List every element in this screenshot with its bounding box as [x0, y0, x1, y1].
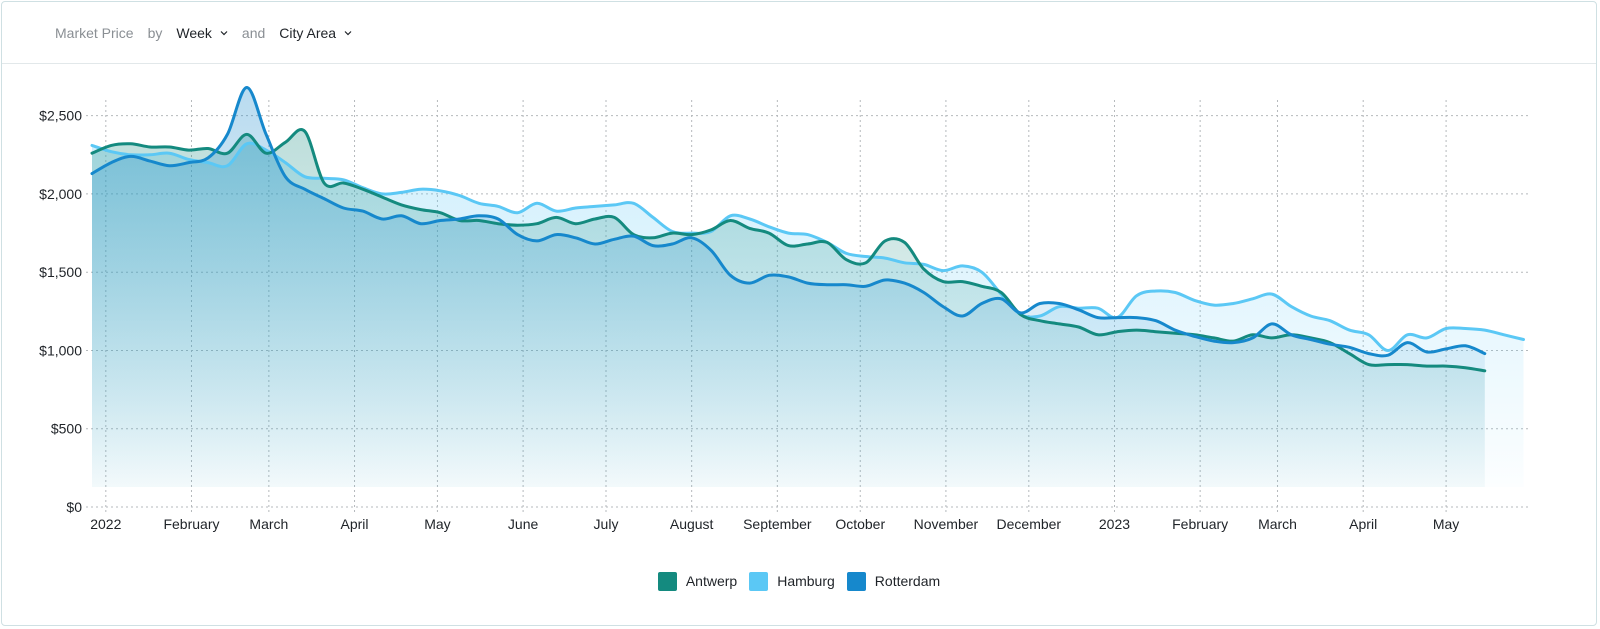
y-tick-label: $500 — [51, 421, 82, 437]
chart-toolbar: Market Price by Week and City Area — [2, 2, 1596, 64]
x-tick-label: May — [424, 516, 450, 532]
chart-legend: Antwerp Hamburg Rotterdam — [2, 569, 1596, 593]
x-tick-label: June — [508, 516, 539, 532]
x-tick-label: March — [1258, 516, 1297, 532]
x-tick-label: November — [914, 516, 979, 532]
x-tick-label: December — [997, 516, 1062, 532]
legend-swatch — [846, 571, 866, 591]
line-antwerp[interactable] — [90, 128, 1487, 373]
metric-label: Market Price — [55, 24, 134, 41]
legend-item-hamburg[interactable]: Hamburg — [749, 571, 835, 591]
x-tick-label: August — [670, 516, 714, 532]
area-rotterdam — [92, 87, 1485, 487]
legend-swatch — [657, 571, 677, 591]
line-hamburg[interactable] — [90, 141, 1525, 352]
x-tick-label: 2022 — [90, 516, 121, 532]
x-tick-label: 2023 — [1099, 516, 1130, 532]
y-tick-label: $0 — [66, 499, 82, 515]
period-dropdown-value: Week — [176, 24, 212, 41]
x-tick-label: February — [163, 516, 219, 532]
legend-item-antwerp[interactable]: Antwerp — [657, 571, 738, 591]
x-tick-label: October — [835, 516, 885, 532]
y-tick-label: $2,000 — [39, 186, 82, 202]
x-tick-label: July — [594, 516, 619, 532]
legend-swatch — [749, 571, 769, 591]
legend-label: Hamburg — [777, 573, 835, 589]
x-tick-label: September — [743, 516, 812, 532]
y-tick-label: $1,000 — [39, 342, 82, 358]
legend-label: Rotterdam — [874, 573, 941, 589]
by-label: by — [147, 24, 163, 41]
group-dropdown[interactable]: City Area — [279, 25, 352, 41]
x-tick-label: April — [1349, 516, 1377, 532]
legend-item-rotterdam[interactable]: Rotterdam — [846, 571, 941, 591]
chevron-down-icon — [220, 30, 228, 35]
x-tick-label: March — [249, 516, 288, 532]
y-tick-label: $2,500 — [39, 108, 82, 124]
x-tick-label: February — [1172, 516, 1228, 532]
chevron-down-icon — [344, 30, 352, 35]
period-dropdown[interactable]: Week — [176, 25, 228, 41]
market-price-chart: $0 $500 $1,000 $1,500 $2,000 $2,500 2022 Februa… — [39, 86, 1529, 532]
x-tick-label: April — [341, 516, 369, 532]
line-rotterdam[interactable] — [90, 86, 1487, 358]
and-label: and — [241, 24, 266, 41]
legend-label: Antwerp — [685, 573, 738, 589]
x-tick-label: May — [1433, 516, 1459, 532]
group-dropdown-value: City Area — [279, 24, 337, 41]
y-tick-label: $1,500 — [39, 264, 82, 280]
